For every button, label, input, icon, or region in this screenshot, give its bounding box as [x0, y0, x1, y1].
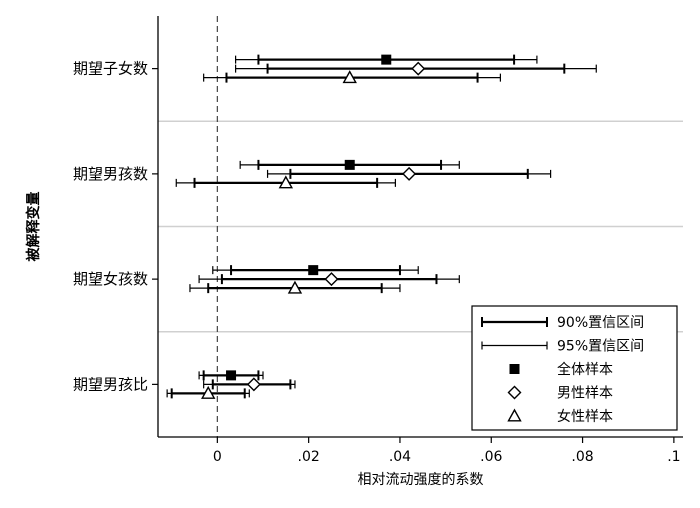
x-tick-label: 0	[213, 449, 222, 465]
x-tick-label: .04	[389, 449, 411, 465]
x-ticks: 0 .02 .04 .06 .08 .1	[213, 437, 681, 465]
point-estimate	[278, 175, 294, 189]
legend-entry: 全体样本	[509, 361, 613, 378]
legend-marker	[507, 408, 522, 422]
y-axis-title: 被解释变量	[25, 192, 42, 262]
axes	[157, 16, 683, 438]
category-label: 期望男孩数	[73, 165, 148, 183]
point-estimate	[381, 54, 392, 65]
legend-label: 90%置信区间	[557, 315, 644, 331]
category-label: 期望男孩比	[73, 375, 148, 393]
legend-entry: 女性样本	[507, 408, 613, 425]
point-estimate	[287, 280, 303, 294]
group-separators	[158, 120, 683, 333]
legend-entry: 男性样本	[507, 385, 613, 402]
series-1	[198, 61, 597, 392]
point-estimate	[201, 385, 216, 399]
chart-marks	[166, 54, 597, 399]
legend-label: 女性样本	[557, 408, 613, 425]
x-tick-label: .08	[571, 449, 593, 465]
point-estimate	[308, 265, 319, 276]
legend-label: 95%置信区间	[557, 339, 644, 355]
legend-entry: 95%置信区间	[481, 339, 644, 355]
series-2	[166, 70, 501, 399]
point-estimate	[342, 70, 357, 84]
legend-entry: 90%置信区间	[481, 315, 644, 331]
x-tick-label: .1	[667, 449, 680, 465]
series-0	[198, 54, 538, 381]
legend-marker	[509, 364, 520, 374]
legend-box	[471, 305, 678, 431]
point-estimate	[344, 159, 355, 170]
legend-label: 全体样本	[557, 361, 613, 378]
category-label: 期望女孩数	[73, 270, 148, 288]
point-estimate	[226, 370, 237, 381]
x-tick-label: .06	[480, 449, 502, 465]
point-estimate	[402, 166, 417, 181]
point-estimate	[324, 272, 339, 287]
point-estimate	[411, 61, 426, 76]
legend-marker	[507, 385, 522, 400]
point-estimate	[246, 377, 261, 392]
legend-label: 男性样本	[557, 386, 613, 402]
category-label: 期望子女数	[73, 60, 148, 78]
x-axis-title: 相对流动强度的系数	[358, 472, 484, 488]
x-tick-label: .02	[298, 449, 320, 465]
